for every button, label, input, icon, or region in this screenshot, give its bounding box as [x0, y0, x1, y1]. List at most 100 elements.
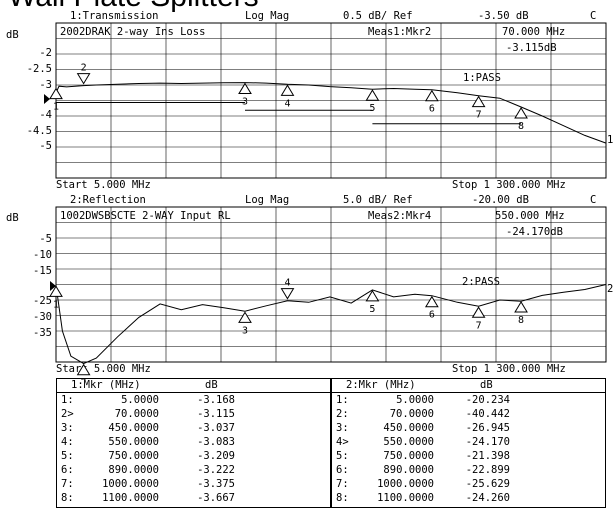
marker-index: 6:	[336, 464, 349, 476]
ch2-ytick: -5	[39, 233, 52, 245]
ch2-marker-label: 8	[518, 315, 524, 326]
analyzer-plots: 1:Transmission Log Mag 0.5 dB/ Ref -3.50…	[6, 10, 613, 380]
marker-table-channel-1: 1:Mkr (MHz) dB 1: 5.0000 -3.168 2> 70.0000 -…	[56, 378, 331, 508]
ch1-limit-lines	[56, 101, 522, 125]
ch1-marker-label: 7	[476, 110, 482, 121]
ch2-channel-number: 2	[607, 283, 613, 295]
ch1-ytick: -5	[39, 140, 52, 152]
ch2-stop: Stop 1 300.000 MHz	[452, 363, 566, 375]
marker-index: 5:	[61, 450, 74, 462]
ch1-c-indicator: C	[590, 10, 596, 22]
marker-frequency: 750.0000	[383, 450, 434, 462]
ch1-unit: dB	[6, 29, 19, 41]
marker-index: 8:	[336, 492, 349, 504]
table-row: 4> 550.0000 -24.170	[332, 435, 605, 449]
marker-db: -24.170	[465, 436, 510, 448]
ch1-marker-triangle	[424, 89, 439, 102]
table-row: 3: 450.0000 -26.945	[332, 421, 605, 435]
ch1-ref: -3.50 dB	[478, 10, 529, 22]
marker-frequency: 890.0000	[383, 464, 434, 476]
ch2-reference-pointer	[50, 281, 56, 291]
marker-frequency: 450.0000	[108, 422, 159, 434]
marker-frequency: 550.0000	[108, 436, 159, 448]
ch2-marker-label: 5	[369, 304, 375, 315]
marker-frequency: 70.0000	[389, 408, 434, 420]
ch2-marker-freq: 550.000 MHz	[495, 210, 565, 222]
ch2-ytick: -10	[33, 249, 52, 261]
marker-index: 7:	[61, 478, 74, 490]
ch1-marker-triangle	[49, 87, 63, 100]
marker-db: -3.115	[197, 408, 235, 420]
marker-index: 1:	[61, 394, 74, 406]
ch2-y-tick-labels: -5 -10 -15 -25 -30 -35	[33, 233, 52, 339]
ch1-reference-pointer	[44, 94, 50, 104]
marker-frequency: 1000.0000	[102, 478, 159, 490]
ch1-marker-triangle	[280, 84, 295, 96]
ch1-format: Log Mag	[245, 10, 289, 22]
ch1-ytick: -4.5	[27, 125, 52, 137]
ch2-marker-triangle	[514, 301, 528, 313]
marker-db: -3.375	[197, 478, 235, 490]
ch1-scale: 0.5 dB/ Ref	[343, 10, 413, 22]
ch2-marker-label: 6	[429, 310, 435, 321]
marker-tables: 1:Mkr (MHz) dB 1: 5.0000 -3.168 2> 70.0000 -…	[56, 378, 606, 510]
ch1-title: 2002DRAK 2-way Ins Loss	[60, 26, 205, 38]
ch1-marker-triangle	[471, 95, 486, 108]
ch1-marker-label: 2	[81, 63, 87, 74]
table-row: 2: 70.0000 -40.442	[332, 407, 605, 421]
marker-index: 6:	[61, 464, 74, 476]
marker-db: -3.037	[197, 422, 235, 434]
marker-index: 7:	[336, 478, 349, 490]
ch1-channel-number: 1	[607, 134, 613, 146]
marker-db: -3.222	[197, 464, 235, 476]
ch2-unit: dB	[6, 212, 19, 224]
table-row: 6: 890.0000 -3.222	[57, 463, 330, 477]
ch1-marker-label: 5	[369, 103, 375, 114]
ch1-marker-label: 3	[242, 97, 248, 108]
marker-table-header: 1:Mkr (MHz) dB	[57, 379, 330, 393]
ch2-ytick: -15	[33, 265, 52, 277]
marker-frequency: 70.0000	[114, 408, 159, 420]
marker-index: 5:	[336, 450, 349, 462]
ch1-marker-label: 6	[429, 104, 435, 115]
ch1-marker-value: -3.115dB	[506, 42, 557, 54]
marker-table-db-header: dB	[205, 379, 218, 391]
ch1-marker-freq: 70.000 MHz	[502, 26, 565, 38]
ch1-ytick: -3	[39, 79, 52, 91]
table-row: 8: 1100.0000 -24.260	[332, 491, 605, 505]
ch1-marker-label: 4	[284, 98, 290, 109]
ch1-trace-line	[55, 82, 607, 144]
ch1-markers: 1 2 3 4 5 6 7 8	[49, 63, 528, 132]
marker-db: -3.209	[197, 450, 235, 462]
table-row: 8: 1100.0000 -3.667	[57, 491, 330, 505]
ch1-marker-label: 1	[53, 102, 59, 113]
ch1-marker-triangle	[514, 106, 528, 119]
marker-frequency: 1000.0000	[377, 478, 434, 490]
marker-frequency: 1100.0000	[102, 492, 159, 504]
ch2-ytick: -35	[33, 327, 52, 339]
marker-frequency: 5.0000	[396, 394, 434, 406]
ch2-start: Start 5.000 MHz	[56, 363, 151, 375]
marker-index: 3:	[336, 422, 349, 434]
marker-db: -21.398	[465, 450, 510, 462]
ch2-marker-value: -24.170dB	[506, 226, 563, 238]
ch2-trace-line	[55, 284, 607, 365]
ch1-y-tick-labels: -2 -2.5 -3 -4 -4.5 -5	[27, 47, 52, 152]
ch2-meas: Meas2:Mkr4	[368, 210, 431, 222]
marker-index: 1:	[336, 394, 349, 406]
marker-db: -20.234	[465, 394, 510, 406]
table-row: 3: 450.0000 -3.037	[57, 421, 330, 435]
marker-index: 2:	[336, 408, 349, 420]
marker-frequency: 550.0000	[383, 436, 434, 448]
ch1-ytick: -2.5	[27, 63, 52, 75]
table-row: 7: 1000.0000 -3.375	[57, 477, 330, 491]
ch2-ytick: -25	[33, 295, 52, 307]
ch2-title: 1002DWSBSCTE 2-WAY Input RL	[60, 210, 231, 222]
ch1-marker-label: 8	[518, 121, 524, 132]
marker-frequency: 890.0000	[108, 464, 159, 476]
channel-1-annotations: 1:Transmission Log Mag 0.5 dB/ Ref -3.50…	[6, 10, 613, 191]
ch2-marker-label: 1	[53, 299, 59, 310]
marker-db: -26.945	[465, 422, 510, 434]
table-row: 2> 70.0000 -3.115	[57, 407, 330, 421]
table-row: 5: 750.0000 -21.398	[332, 449, 605, 463]
